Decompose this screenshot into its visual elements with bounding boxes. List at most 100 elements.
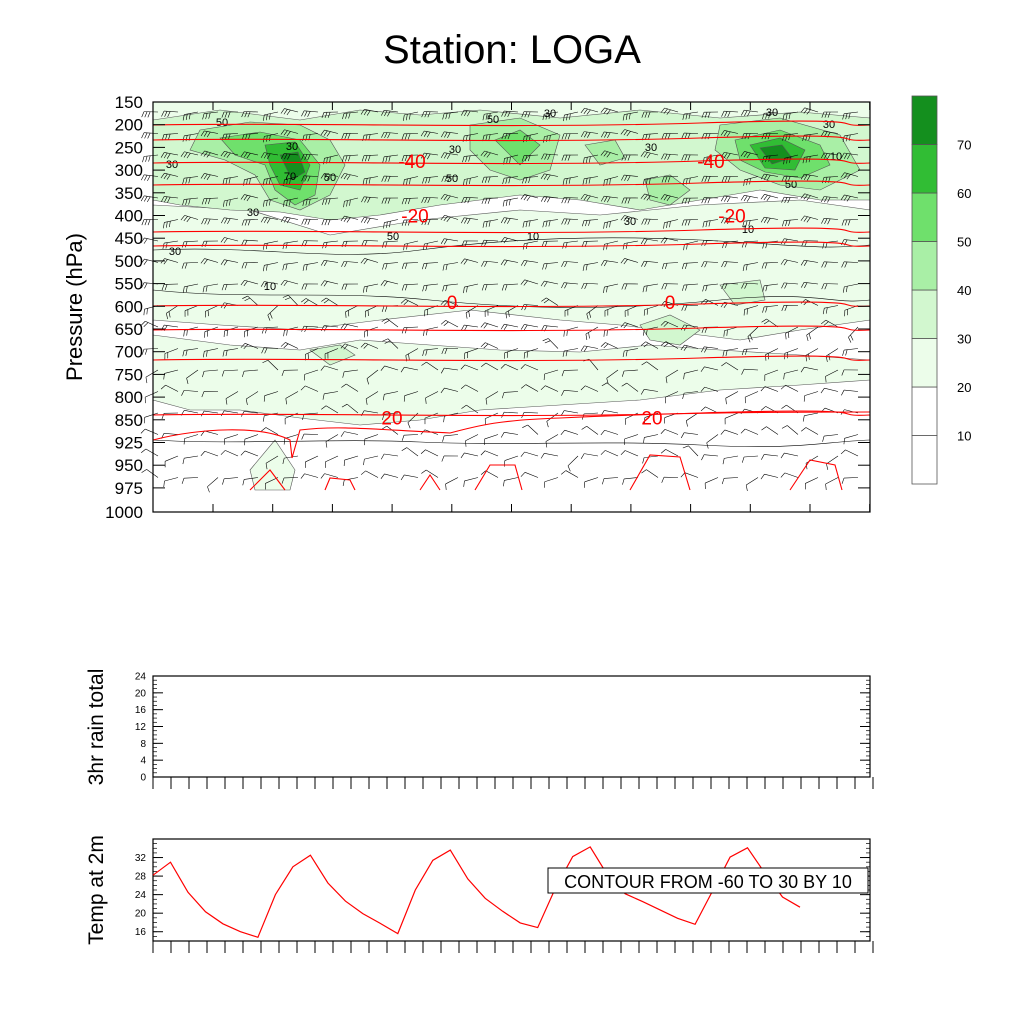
y-tick-label: 0 [140,773,146,784]
barb-flag [464,218,468,224]
barb-flag [382,394,385,401]
barb-flag [441,176,445,182]
wind-barb [263,111,279,121]
colorbar-box [911,241,938,291]
temperature-series-line [152,846,801,939]
barb-shaft [724,110,739,113]
barb-flag [740,151,745,157]
barb-shaft [325,434,339,442]
barb-shaft [304,110,319,113]
wind-barb [585,326,599,341]
barb-flag [624,154,628,161]
wind-barb [745,477,759,491]
y-tick-label: 350 [115,184,143,203]
wind-barb [282,262,299,271]
barb-flag [323,173,328,180]
wind-barb [320,473,339,479]
barb-shaft [404,391,419,396]
wind-barb [481,362,499,371]
barb-flag [241,239,245,246]
temperature-contours: -40 -40-20 -200 020 20 [152,120,871,491]
barb-shaft [344,154,359,157]
barb-flag [626,217,631,223]
barb-flag [484,261,488,267]
barb-shaft [624,129,639,134]
barb-flag [203,173,208,180]
barb-shaft [765,348,779,355]
barb-shaft [545,385,559,392]
barb-flag [422,177,425,184]
barb-flag [721,176,725,183]
barb-flag [723,330,725,337]
barb-flag [500,259,505,266]
barb-flag [440,238,445,244]
barb-flag [220,410,225,417]
wind-barb [603,219,619,229]
barb-flag [161,413,165,420]
barb-flag [580,345,585,352]
wind-barb [501,133,519,140]
barb-shaft [664,194,679,199]
wind-barb [141,132,159,139]
barb-flag [440,215,445,221]
wind-barb [341,261,359,268]
barb-shaft [844,434,859,439]
barb-shaft [824,387,839,392]
wind-barb [580,385,599,392]
wind-barb [341,403,359,414]
barb-shaft [626,382,639,392]
barb-flag [246,153,251,159]
barb-flag [682,113,685,120]
barb-shaft [764,473,779,478]
wind-barb [700,366,719,372]
barb-shaft [204,283,219,287]
barb-flag [644,111,648,118]
wind-barb [440,299,459,307]
wind-barb [362,283,379,293]
wind-barb [603,283,619,294]
barb-flag [665,377,668,384]
barb-flag [764,262,768,269]
barb-shaft [604,150,619,156]
wind-barb [181,390,199,396]
barb-flag [146,196,151,203]
barb-shaft [724,455,739,459]
barb-flag [246,195,251,202]
barb-flag [544,153,548,160]
barb-flag [283,109,288,115]
barb-flag [384,320,390,324]
barb-flag [362,286,365,293]
wind-barb [320,173,339,180]
wind-barb [321,111,339,119]
barb-flag [563,330,565,337]
barb-shaft [184,477,199,479]
barb-flag [461,404,467,409]
wind-barb [543,477,559,488]
barb-flag [447,176,451,182]
barb-shaft [465,384,479,392]
wind-barb [664,391,679,404]
barb-flag [407,422,411,429]
barb-flag [166,313,168,320]
temperature-isotherm-2 [152,158,871,165]
barb-flag [242,295,248,299]
barb-shaft [524,219,539,222]
barb-shaft [664,219,679,224]
barb-flag [260,216,265,223]
wind-barb [721,283,739,290]
wind-barb [640,151,659,159]
barb-shaft [484,260,499,263]
barb-flag [205,113,208,120]
barb-flag [223,151,228,158]
barb-flag [825,242,828,249]
barb-flag [307,154,311,161]
wind-barb [500,259,519,266]
barb-flag [822,242,825,249]
wind-barb [160,172,179,180]
barb-shaft [224,176,239,179]
barb-flag [542,263,545,270]
barb-flag [281,477,285,484]
wind-barb [164,348,179,360]
barb-flag [344,261,348,268]
